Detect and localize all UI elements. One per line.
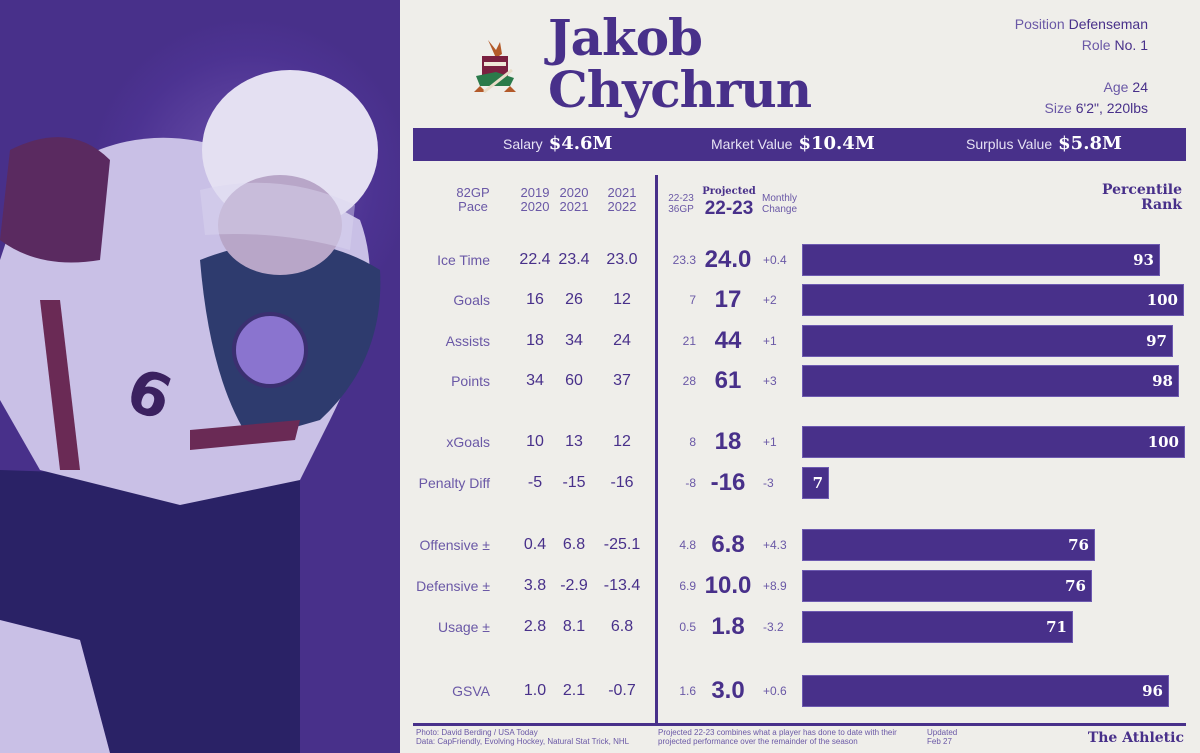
size-value: 6'2", 220lbs [1075,100,1148,116]
age-value: 24 [1132,79,1148,95]
role-label: Role [1081,37,1111,53]
table-row: Ice Time 22.4 23.4 23.0 23.3 24.0 +0.4 93 [0,243,1200,277]
salary-value: $4.6M [548,133,613,154]
header-2021-2022: 2021 2022 [607,185,637,214]
table-row: Penalty Diff -5 -15 -16 -8 -16 -3 7 [0,466,1200,500]
column-divider [655,175,658,725]
percentile-bar: 100 [802,426,1185,458]
salary: Salary $4.6M [503,133,612,154]
surplus-value: Surplus Value $5.8M [966,133,1122,154]
table-row: GSVA 1.0 2.1 -0.7 1.6 3.0 +0.6 96 [0,674,1200,708]
header-2020-2021: 2020 2021 [559,185,589,214]
salary-band: Salary $4.6M Market Value $10.4M Surplus… [413,128,1186,161]
player-silhouette-icon: 6 [0,70,381,753]
player-first-name: Jakob [548,8,703,67]
percentile-bar: 96 [802,675,1169,707]
table-row: Defensive ± 3.8 -2.9 -13.4 6.9 10.0 +8.9 76 [0,569,1200,603]
data-credit: Data: CapFriendly, Evolving Hockey, Natu… [416,736,630,746]
header-monthly-change: Monthly Change [762,193,798,215]
brand-logo: The Athletic [1087,730,1184,746]
position-label: Position [1014,16,1065,32]
header-projected: Projected 22-23 [702,186,756,219]
footer-credits: Photo: David Berding / USA Today Data: C… [416,728,630,746]
percentile-bar: 71 [802,611,1073,643]
surplus-value-value: $5.8M [1058,133,1122,154]
table-row: Points 34 60 37 28 61 +3 98 [0,364,1200,398]
market-value-label: Market Value [711,136,793,152]
age-label: Age [1103,79,1129,95]
table-row: Offensive ± 0.4 6.8 -25.1 4.8 6.8 +4.3 76 [0,528,1200,562]
photo-credit: Photo: David Berding / USA Today [416,728,538,737]
percentile-bar: 76 [802,570,1092,602]
header-percentile-rank: Percentile Rank [1101,182,1182,213]
player-photo: 6 [0,0,400,753]
header-2019-2020: 2019 2020 [520,185,550,214]
table-row: Goals 16 26 12 7 17 +2 100 [0,283,1200,317]
market-value: Market Value $10.4M [711,133,875,154]
player-last-name: Chychrun [548,60,812,119]
percentile-bar: 93 [802,244,1160,276]
footer-note: Projected 22-23 combines what a player h… [658,728,897,746]
player-info: Position Defenseman Role No. 1 Age 24 Size 6… [1015,14,1148,119]
size-label: Size [1044,100,1072,116]
table-row: Assists 18 34 24 21 44 +1 97 [0,324,1200,358]
table-row: xGoals 10 13 12 8 18 +1 100 [0,425,1200,459]
header-82gp-pace: 82GP Pace [456,185,490,214]
percentile-bar: 7 [802,467,829,499]
coyotes-kachina-logo-icon [474,40,516,94]
market-value-value: $10.4M [798,133,875,154]
surplus-value-label: Surplus Value [966,136,1053,152]
position-value: Defenseman [1068,16,1148,32]
footer-rule [413,723,1186,726]
percentile-bar: 97 [802,325,1173,357]
header-36gp: 22-23 36GP [668,193,694,215]
role-value: No. 1 [1114,37,1148,53]
percentile-bar: 98 [802,365,1179,397]
percentile-bar: 76 [802,529,1095,561]
salary-label: Salary [503,136,543,152]
percentile-bar: 100 [802,284,1184,316]
table-row: Usage ± 2.8 8.1 6.8 0.5 1.8 -3.2 71 [0,610,1200,644]
player-name: Jakob Chychrun [548,8,812,119]
footer-updated: Updated Feb 27 [927,728,958,746]
